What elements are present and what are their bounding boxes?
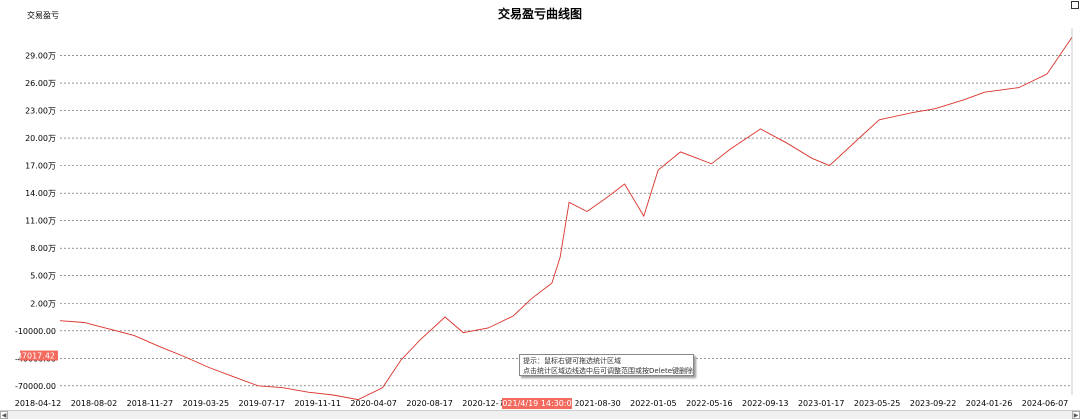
x-tick-label: 2020-12-18 [462,399,509,408]
y-tick-label: 14.00万 [25,189,56,198]
chart-title: 交易盈亏曲线图 [498,6,582,21]
x-tick-label: 2019-07-17 [239,399,286,408]
x-tick-label: 2018-11-27 [127,399,174,408]
x-tick-label: 2024-06-07 [1022,399,1069,408]
tooltip-line-1: 提示：鼠标右键可拖选统计区域 [523,357,621,365]
x-tick-label: 2023-09-22 [910,399,957,408]
y-tick-label: 8.00万 [30,244,56,253]
cursor-value-label-bg [20,350,58,361]
x-tick-label: 2022-09-13 [742,399,789,408]
x-tick-label: 2019-11-11 [294,399,341,408]
cursor-date-label-bg [502,398,572,409]
x-tick-label: 2018-04-12 [15,399,62,408]
y-tick-label: 17.00万 [25,162,56,171]
y-tick-label: 2.00万 [30,299,56,308]
x-tick-label: 2023-01-17 [798,399,845,408]
cursor-layer: -37017.42 2021/4/19 14:30:00 [14,350,577,409]
x-tick-labels: 2018-04-12 2018-08-02 2018-11-27 2019-03-25… [15,399,1069,408]
y-tick-label: 26.00万 [25,79,56,88]
y-tick-label: 5.00万 [30,272,56,281]
y-tick-label: 11.00万 [25,217,56,226]
y-tick-label: 23.00万 [25,107,56,116]
scroll-right-arrow-icon[interactable]: ▶ [1072,411,1080,419]
x-tick-label: 2022-05-16 [686,399,733,408]
y-tick-label: -70000.00 [15,382,56,391]
x-tick-label: 2021-08-30 [574,399,621,408]
x-tick-label: 2022-01-05 [630,399,677,408]
horizontal-scrollbar[interactable]: ◀ ▶ [0,410,1080,419]
profit-loss-series-line [59,36,1073,401]
x-tick-label: 2020-04-07 [350,399,397,408]
profit-loss-chart[interactable]: 交易盈亏曲线图 交易盈亏 29.00万 26.00万 23.00万 20.00万 17.… [0,0,1080,410]
y-tick-label: 29.00万 [25,52,56,61]
y-tick-labels: 29.00万 26.00万 23.00万 20.00万 17.00万 14.00万 11.0… [15,52,56,391]
cursor-date-label: 2021/4/19 14:30:00 [497,399,577,408]
x-tick-label: 2023-05-25 [854,399,901,408]
scroll-left-arrow-icon[interactable]: ◀ [0,411,8,419]
y-tick-label: 20.00万 [25,134,56,143]
y-axis-label: 交易盈亏 [27,10,59,20]
hint-tooltip: 提示：鼠标右键可拖选统计区域 点击统计区域边线选中后可调整范围或按Delete键… [519,354,694,376]
tooltip-line-2: 点击统计区域边线选中后可调整范围或按Delete键删除 [523,367,693,375]
series-layer [59,36,1073,401]
x-tick-label: 2020-08-17 [406,399,453,408]
y-tick-label: -10000.00 [15,327,56,336]
x-tick-label: 2018-08-02 [71,399,118,408]
x-tick-label: 2024-01-26 [966,399,1013,408]
x-tick-label: 2019-03-25 [183,399,230,408]
corner-checkbox[interactable] [1071,1,1079,9]
cursor-value-label: -37017.42 [14,352,55,361]
